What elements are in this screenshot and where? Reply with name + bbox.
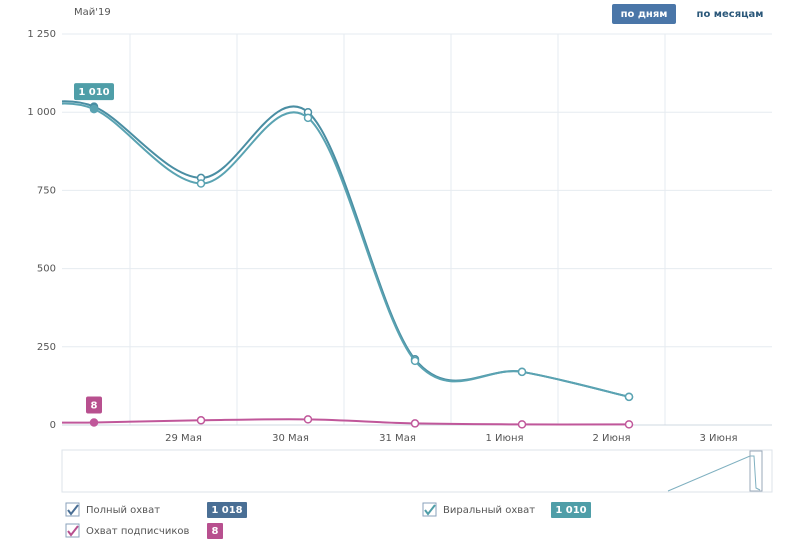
x-tick-label: 31 Мая xyxy=(379,433,416,444)
legend-check xyxy=(424,504,436,516)
legend-value: 1 018 xyxy=(211,505,242,516)
y-tick-label: 0 xyxy=(50,420,56,431)
legend-label: Виральный охват xyxy=(443,505,535,516)
series-line xyxy=(62,100,630,398)
value-label-box xyxy=(86,396,102,414)
x-tick-label: 1 Июня xyxy=(486,433,524,444)
navigator-handle[interactable] xyxy=(749,450,763,492)
series-line xyxy=(62,418,630,426)
legend-check xyxy=(67,504,79,516)
point xyxy=(196,416,206,425)
button-label[interactable]: по месяцам xyxy=(697,9,764,20)
legend-badge xyxy=(207,523,223,539)
button[interactable] xyxy=(612,4,676,24)
x-tick-label: 2 Июня xyxy=(593,433,631,444)
value-label: 8 xyxy=(91,400,98,411)
point xyxy=(89,104,99,114)
y-tick-label: 750 xyxy=(37,185,56,196)
x-tick-label: 30 Мая xyxy=(272,433,309,444)
legend-label: Охват подписчиков xyxy=(86,526,189,537)
point xyxy=(89,418,99,427)
legend-value: 8 xyxy=(212,526,219,537)
point xyxy=(624,420,634,429)
legend-check xyxy=(67,525,79,537)
navigator-line xyxy=(667,455,761,492)
legend-badge xyxy=(551,502,591,518)
navigator[interactable] xyxy=(61,449,773,493)
point xyxy=(517,420,527,429)
x-tick-label: 29 Мая xyxy=(165,433,202,444)
y-tick-label: 1 000 xyxy=(27,107,56,118)
legend-badge xyxy=(207,502,247,518)
x-tick-label: 3 Июня xyxy=(700,433,738,444)
point xyxy=(410,419,420,428)
point xyxy=(624,392,634,402)
series-line xyxy=(62,102,630,398)
legend-label: Полный охват xyxy=(86,505,160,516)
point xyxy=(517,367,527,377)
point xyxy=(196,179,206,188)
value-label-box xyxy=(74,83,114,101)
plot xyxy=(62,100,634,429)
point xyxy=(410,356,420,366)
point xyxy=(303,415,313,424)
legend-value: 1 010 xyxy=(555,505,586,516)
button-label[interactable]: по дням xyxy=(621,9,668,20)
point xyxy=(303,113,313,123)
y-tick-label: 250 xyxy=(37,342,56,353)
value-label: 1 010 xyxy=(78,87,109,98)
y-tick-label: 500 xyxy=(37,264,56,275)
y-tick-label: 1 250 xyxy=(27,29,56,40)
period-label: Май'19 xyxy=(74,7,111,18)
